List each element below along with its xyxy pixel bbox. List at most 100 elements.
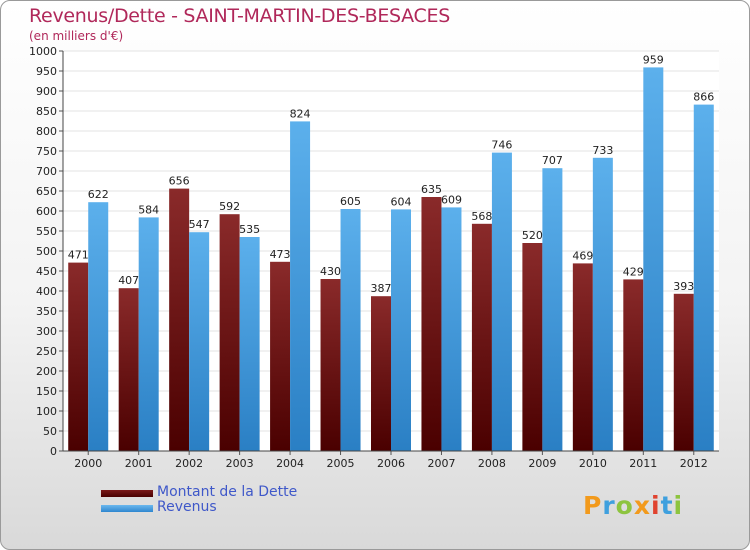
data-label: 469 [572,249,593,262]
y-tick-label: 550 [36,225,57,238]
x-tick-label: 2010 [579,457,607,470]
y-tick-label: 450 [36,265,57,278]
logo-letter: i [673,491,684,520]
y-tick-label: 1000 [29,45,57,58]
y-tick-label: 600 [36,205,57,218]
x-tick-label: 2008 [478,457,506,470]
data-label: 824 [290,107,311,120]
bar-debt [320,279,341,451]
data-label: 535 [239,223,260,236]
bar-revenue [592,157,613,452]
y-tick-label: 0 [50,445,57,458]
legend-swatch-revenue [101,505,153,512]
x-tick-label: 2012 [680,457,708,470]
bar-debt [270,261,291,451]
legend-label-revenue: Revenus [157,499,217,515]
data-label: 746 [491,139,512,152]
bar-debt [673,293,694,451]
y-tick-label: 750 [36,145,57,158]
data-label: 471 [68,249,89,262]
data-label: 866 [693,91,714,104]
bar-debt [371,296,391,451]
bar-debt [471,223,492,451]
y-tick-label: 50 [43,425,57,438]
y-tick-label: 400 [36,285,57,298]
y-tick-label: 650 [36,185,57,198]
bar-debt [169,188,190,451]
y-tick-label: 200 [36,365,57,378]
y-tick-label: 250 [36,345,57,358]
bar-revenue [643,67,664,452]
data-label: 387 [371,282,392,295]
data-label: 568 [471,210,492,223]
y-tick-label: 100 [36,405,57,418]
legend-label-debt: Montant de la Dette [157,484,298,500]
bar-revenue [189,232,210,451]
x-tick-label: 2000 [74,457,102,470]
x-tick-label: 2007 [427,457,455,470]
bar-revenue [138,217,159,451]
bar-debt [219,214,240,451]
bar-revenue [340,209,361,451]
logo-letter: o [615,491,634,520]
data-label: 622 [88,188,109,201]
x-tick-label: 2003 [226,457,254,470]
bar-revenue [391,209,411,451]
logo-letter: r [602,491,616,520]
data-label: 605 [340,195,361,208]
logo-letter: x [633,491,651,520]
bar-debt [522,243,543,451]
data-label: 430 [320,265,341,278]
bar-debt [572,263,593,451]
data-label: 707 [542,154,563,167]
logo-letter: P [583,491,603,520]
bar-revenue [239,237,260,451]
chart-subtitle: (en milliers d'€) [29,29,124,43]
x-tick-label: 2006 [377,457,405,470]
y-tick-label: 300 [36,325,57,338]
data-label: 584 [138,203,159,216]
bar-debt [421,197,442,451]
bar-debt [623,279,644,451]
data-label: 473 [270,248,291,261]
data-label: 429 [623,265,644,278]
bar-revenue [441,207,462,451]
y-tick-label: 950 [36,65,57,78]
bar-debt [118,288,139,451]
x-tick-label: 2002 [175,457,203,470]
x-tick-label: 2005 [327,457,355,470]
x-tick-label: 2011 [629,457,657,470]
bar-revenue [491,152,512,451]
y-tick-label: 850 [36,105,57,118]
y-tick-label: 150 [36,385,57,398]
legend-swatch-debt [101,490,153,497]
data-label: 959 [643,53,664,66]
data-label: 393 [673,280,694,293]
data-label: 547 [189,218,210,231]
y-tick-label: 900 [36,85,57,98]
data-label: 592 [219,200,240,213]
proxiti-logo: Proxiti [583,491,683,520]
data-label: 656 [169,175,190,188]
data-label: 733 [592,144,613,157]
data-label: 609 [441,193,462,206]
logo-letter: t [660,491,674,520]
y-tick-label: 800 [36,125,57,138]
bar-revenue [693,104,714,451]
data-label: 604 [391,195,412,208]
bar-revenue [290,121,311,452]
bar-revenue [88,202,109,451]
x-tick-label: 2001 [125,457,153,470]
y-tick-label: 700 [36,165,57,178]
chart-title: Revenus/Dette - SAINT-MARTIN-DES-BESACES [29,5,450,27]
y-tick-label: 500 [36,245,57,258]
y-tick-label: 350 [36,305,57,318]
x-tick-label: 2004 [276,457,304,470]
data-label: 520 [522,229,543,242]
bar-revenue [542,168,563,451]
data-label: 407 [118,274,139,287]
logo-letter: i [651,491,661,520]
data-label: 635 [421,183,442,196]
